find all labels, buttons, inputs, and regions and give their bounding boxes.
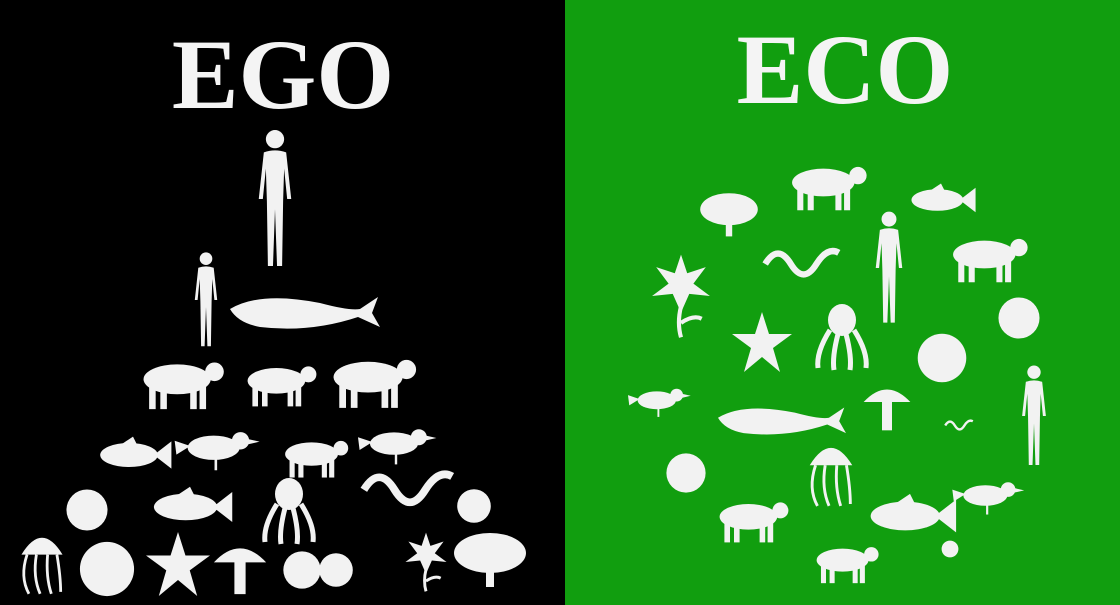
- snail: [66, 489, 107, 530]
- coral: [998, 297, 1039, 338]
- coral: [80, 542, 134, 596]
- eco-title: ECO: [737, 14, 954, 125]
- frog: [457, 489, 491, 523]
- page: {"panels": [{"title": "EGO"}, {"title": …: [0, 0, 1120, 605]
- snail: [918, 334, 967, 383]
- ego-title: EGO: [172, 19, 394, 130]
- egg: [283, 551, 320, 588]
- poster: EGO ECO: [0, 0, 1120, 605]
- egg: [319, 553, 353, 587]
- frog: [666, 453, 705, 492]
- egg: [942, 541, 959, 558]
